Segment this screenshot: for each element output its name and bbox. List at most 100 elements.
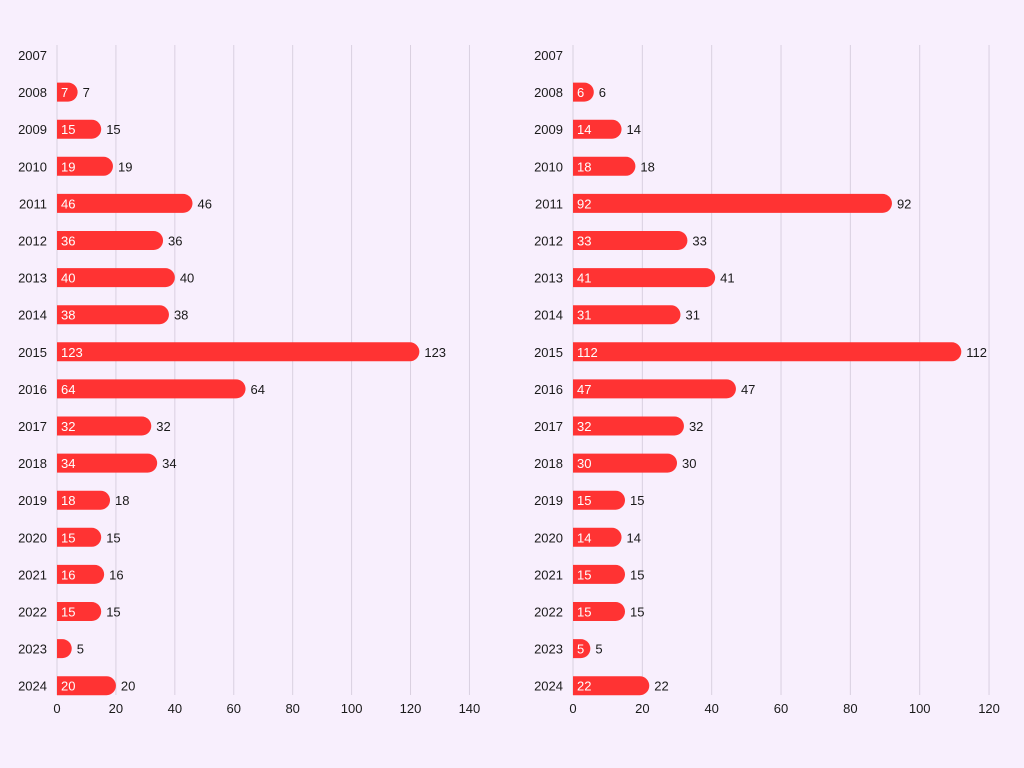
y-category-label: 2024 — [534, 679, 563, 694]
y-category-label: 2022 — [18, 605, 47, 620]
bar-value-label: 40 — [180, 271, 194, 286]
y-category-label: 2011 — [19, 196, 47, 211]
x-tick-label: 40 — [168, 701, 182, 716]
y-category-label: 2020 — [534, 530, 563, 545]
bar-value-label: 22 — [654, 679, 668, 694]
bar-value-label: 16 — [109, 567, 123, 582]
x-tick-label: 20 — [109, 701, 123, 716]
bar — [57, 156, 113, 176]
y-category-label: 2021 — [18, 567, 47, 582]
bar-value-label: 15 — [106, 605, 120, 620]
y-category-label: 2018 — [534, 456, 563, 471]
bar — [57, 490, 111, 510]
y-category-label: 2022 — [534, 605, 563, 620]
y-category-label: 2007 — [18, 48, 47, 63]
y-category-label: 2007 — [534, 48, 563, 63]
bar-inner-label: 15 — [61, 530, 75, 545]
x-tick-label: 80 — [285, 701, 299, 716]
bar-inner-label: 30 — [577, 456, 591, 471]
bar-inner-label: 20 — [61, 679, 75, 694]
bar-value-label: 32 — [156, 419, 170, 434]
x-tick-label: 60 — [774, 701, 788, 716]
bar-inner-label: 15 — [577, 605, 591, 620]
bar-inner-label: 18 — [577, 159, 591, 174]
x-tick-label: 100 — [341, 701, 363, 716]
x-tick-label: 0 — [569, 701, 576, 716]
bar-inner-label: 31 — [577, 308, 591, 323]
bar-inner-label: 32 — [577, 419, 591, 434]
bar-value-label: 14 — [627, 122, 641, 137]
bar-inner-label: 40 — [61, 271, 75, 286]
bar — [573, 602, 626, 621]
y-category-label: 2010 — [18, 159, 47, 174]
bar — [57, 379, 246, 399]
bar-value-label: 20 — [121, 679, 135, 694]
bar-value-label: 34 — [162, 456, 176, 471]
bar — [573, 527, 622, 547]
bar-inner-label: 47 — [577, 382, 591, 397]
bar-value-label: 64 — [251, 382, 265, 397]
bar — [573, 564, 626, 584]
bar-value-label: 41 — [720, 271, 734, 286]
bar-inner-label: 19 — [61, 159, 75, 174]
bar-inner-label: 15 — [577, 493, 591, 508]
bar-value-label: 47 — [741, 382, 755, 397]
x-tick-label: 0 — [53, 701, 60, 716]
bar — [57, 602, 102, 621]
x-tick-label: 80 — [843, 701, 857, 716]
bar — [57, 119, 102, 139]
y-category-label: 2020 — [18, 530, 47, 545]
bar-inner-label: 15 — [61, 122, 75, 137]
y-category-label: 2013 — [18, 271, 47, 286]
bar — [573, 639, 591, 659]
y-category-label: 2018 — [18, 456, 47, 471]
bar-inner-label: 112 — [577, 345, 598, 360]
x-tick-label: 140 — [459, 701, 481, 716]
bar-inner-label: 64 — [61, 382, 75, 397]
y-category-label: 2008 — [18, 85, 47, 100]
x-tick-label: 60 — [227, 701, 241, 716]
bar — [57, 305, 169, 325]
bar — [573, 379, 736, 399]
y-category-label: 2014 — [18, 308, 47, 323]
bar — [573, 342, 962, 362]
bar — [573, 416, 684, 436]
bar — [57, 564, 105, 584]
bar-inner-label: 15 — [577, 567, 591, 582]
y-category-label: 2019 — [534, 493, 563, 508]
bar-value-label: 14 — [627, 530, 641, 545]
bar-inner-label: 14 — [577, 122, 591, 137]
bar-value-label: 7 — [83, 85, 90, 100]
bar-value-label: 32 — [689, 419, 703, 434]
bar — [573, 193, 892, 213]
bar-value-label: 92 — [897, 196, 911, 211]
bar — [57, 527, 102, 547]
x-tick-label: 100 — [909, 701, 931, 716]
y-category-label: 2015 — [534, 345, 563, 360]
y-category-label: 2024 — [18, 679, 47, 694]
bar — [57, 416, 152, 436]
bar — [57, 231, 164, 250]
x-tick-label: 120 — [978, 701, 1000, 716]
bar-value-label: 15 — [106, 122, 120, 137]
y-category-label: 2012 — [534, 234, 563, 249]
bar-inner-label: 5 — [577, 642, 584, 657]
bar — [573, 268, 716, 288]
bar-inner-label: 15 — [61, 605, 75, 620]
bar-inner-label: 6 — [577, 85, 584, 100]
bar — [57, 268, 175, 288]
bar-inner-label: 92 — [577, 196, 591, 211]
bar-inner-label: 32 — [61, 419, 75, 434]
bar-value-label: 15 — [630, 493, 644, 508]
bar-inner-label: 33 — [577, 234, 591, 249]
bar-value-label: 6 — [599, 85, 606, 100]
bar-value-label: 123 — [424, 345, 446, 360]
bar — [57, 639, 72, 659]
bar — [57, 82, 78, 102]
bar-value-label: 18 — [115, 493, 129, 508]
bar-value-label: 36 — [168, 234, 182, 249]
y-category-label: 2017 — [534, 419, 563, 434]
bar-value-label: 33 — [692, 234, 706, 249]
right-bar-chart: 0 20 40 60 80 100 120 2007 2008 6 6 2009 14 14 2010 18 1… — [534, 45, 1000, 716]
